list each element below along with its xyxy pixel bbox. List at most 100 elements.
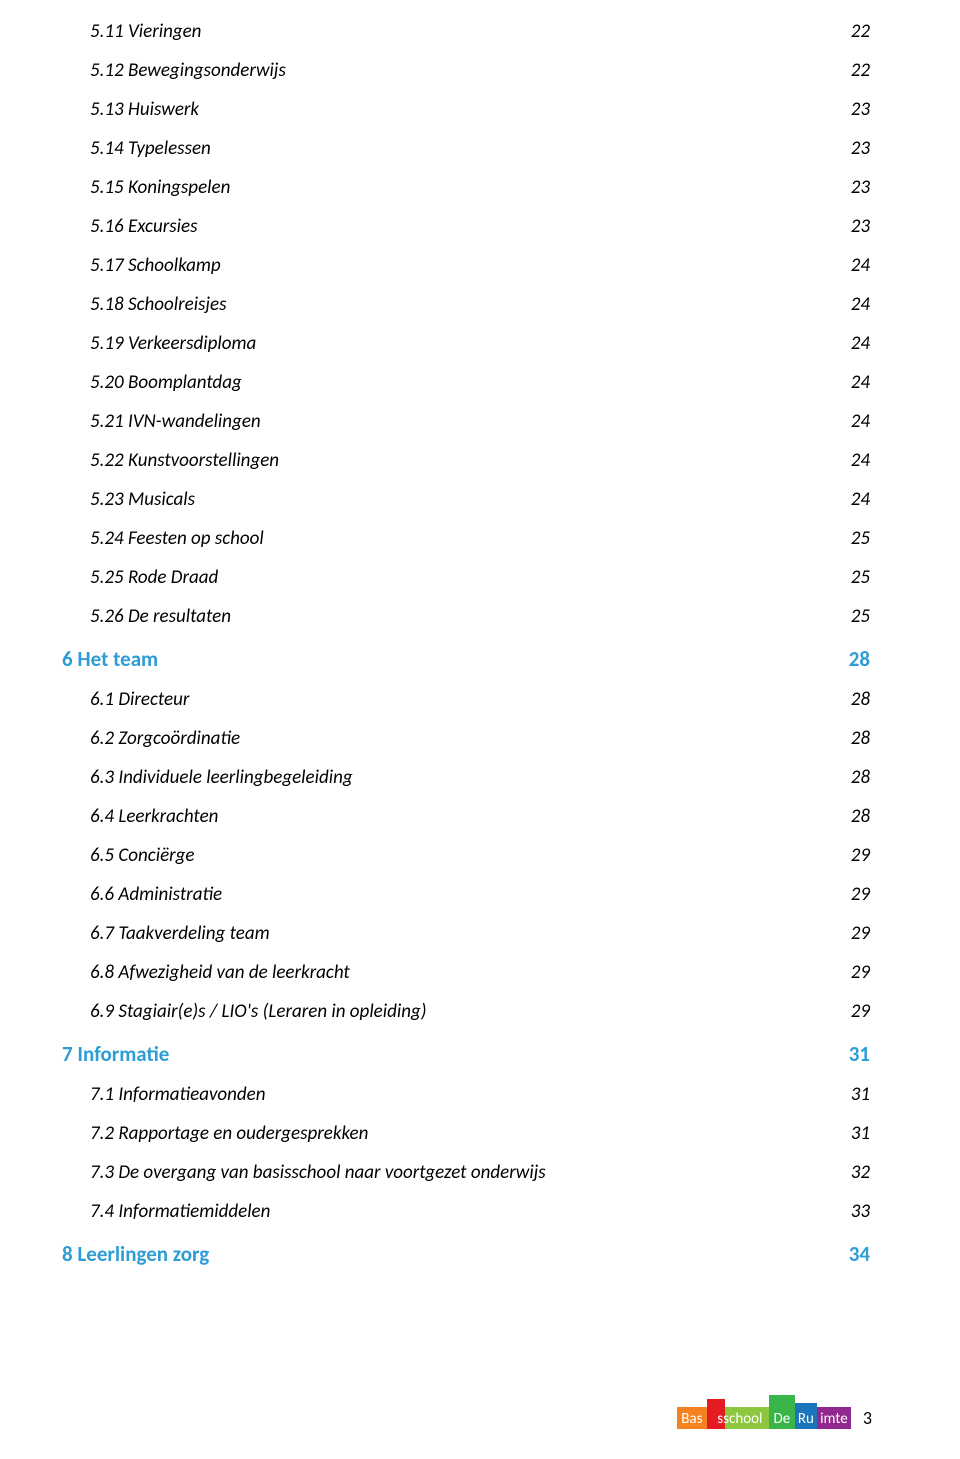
toc-row: 6.4 Leerkrachten 28 <box>90 805 870 828</box>
toc-item-label: 5.12 Bewegingsonderwijs <box>90 59 286 82</box>
toc-item-page: 23 <box>851 137 870 160</box>
toc-row: 5.21 IVN-wandelingen 24 <box>90 410 870 433</box>
toc-row: 5.16 Excursies 23 <box>90 215 870 238</box>
toc-item-label: 5.15 Koningspelen <box>90 176 230 199</box>
toc-item-page: 24 <box>851 488 870 511</box>
toc-item-page: 31 <box>851 1122 870 1145</box>
toc-item-page: 28 <box>851 766 870 789</box>
toc-row: 6.5 Conciërge 29 <box>90 844 870 867</box>
toc-row: 5.14 Typelessen 23 <box>90 137 870 160</box>
logo-block-3: sschool <box>725 1407 769 1429</box>
toc-item-page: 28 <box>851 727 870 750</box>
toc-row: 5.19 Verkeersdiploma 24 <box>90 332 870 355</box>
toc-item-page: 29 <box>851 844 870 867</box>
toc-row: 5.26 De resultaten 25 <box>90 605 870 628</box>
toc-item-label: 6.5 Conciërge <box>90 844 195 867</box>
toc-item-page: 29 <box>851 883 870 906</box>
toc-row: 6.6 Administratie 29 <box>90 883 870 906</box>
toc-item-page: 25 <box>851 605 870 628</box>
section-heading-page: 28 <box>849 646 870 672</box>
toc-row: 6.1 Directeur 28 <box>90 688 870 711</box>
toc-item-label: 6.3 Individuele leerlingbegeleiding <box>90 766 353 789</box>
section-heading-label: 7 Informatie <box>62 1041 169 1067</box>
toc-item-label: 5.19 Verkeersdiploma <box>90 332 256 355</box>
toc-item-label: 5.23 Musicals <box>90 488 195 511</box>
toc-section-heading: 8 Leerlingen zorg 34 <box>62 1241 870 1267</box>
toc-row: 5.13 Huiswerk23 <box>90 98 870 121</box>
toc-row: 6.7 Taakverdeling team 29 <box>90 922 870 945</box>
toc-item-page: 24 <box>851 332 870 355</box>
toc-row: 7.4 Informatiemiddelen 33 <box>90 1200 870 1223</box>
toc-item-label: 5.14 Typelessen <box>90 137 211 160</box>
toc-row: 7.3 De overgang van basisschool naar voo… <box>90 1161 870 1184</box>
toc-item-label: 5.22 Kunstvoorstellingen <box>90 449 279 472</box>
toc-item-label: 6.9 Stagiair(e)s / LIO's (Leraren in opl… <box>90 1000 427 1023</box>
toc-item-page: 33 <box>851 1200 870 1223</box>
toc-item-label: 5.24 Feesten op school <box>90 527 264 550</box>
toc-item-page: 23 <box>851 215 870 238</box>
toc-row: 7.2 Rapportage en oudergesprekken31 <box>90 1122 870 1145</box>
toc-item-label: 6.8 Afwezigheid van de leerkracht <box>90 961 350 984</box>
toc-row: 5.18 Schoolreisjes 24 <box>90 293 870 316</box>
toc-item-page: 25 <box>851 527 870 550</box>
toc-item-label: 5.21 IVN-wandelingen <box>90 410 261 433</box>
toc-row: 6.9 Stagiair(e)s / LIO's (Leraren in opl… <box>90 1000 870 1023</box>
toc-item-label: 6.2 Zorgcoördinatie <box>90 727 240 750</box>
section-heading-label: 8 Leerlingen zorg <box>62 1241 209 1267</box>
toc-row: 5.22 Kunstvoorstellingen 24 <box>90 449 870 472</box>
logo: Bas sschool De Ru imte <box>677 1389 851 1429</box>
toc-item-label: 7.3 De overgang van basisschool naar voo… <box>90 1161 546 1184</box>
toc-item-label: 7.4 Informatiemiddelen <box>90 1200 270 1223</box>
toc-item-label: 6.6 Administratie <box>90 883 222 906</box>
toc-row: 7.1 Informatieavonden 31 <box>90 1083 870 1106</box>
toc-row: 5.15 Koningspelen 23 <box>90 176 870 199</box>
page-number: 3 <box>863 1407 872 1429</box>
toc-item-page: 24 <box>851 449 870 472</box>
toc-container: 5.11 Vieringen 22 5.12 Bewegingsonderwijs 2… <box>90 20 870 1267</box>
toc-item-page: 29 <box>851 922 870 945</box>
toc-row: 5.12 Bewegingsonderwijs 22 <box>90 59 870 82</box>
toc-item-label: 5.18 Schoolreisjes <box>90 293 226 316</box>
toc-item-label: 6.1 Directeur <box>90 688 189 711</box>
toc-item-page: 24 <box>851 410 870 433</box>
toc-item-page: 23 <box>851 98 870 121</box>
toc-item-page: 28 <box>851 805 870 828</box>
section-heading-label: 6 Het team <box>62 646 158 672</box>
toc-item-label: 5.17 Schoolkamp <box>90 254 221 277</box>
toc-row: 6.2 Zorgcoördinatie 28 <box>90 727 870 750</box>
toc-item-label: 5.26 De resultaten <box>90 605 231 628</box>
toc-item-page: 23 <box>851 176 870 199</box>
toc-item-page: 31 <box>851 1083 870 1106</box>
toc-row: 5.20 Boomplantdag 24 <box>90 371 870 394</box>
toc-item-page: 22 <box>851 20 870 43</box>
toc-section-heading: 7 Informatie 31 <box>62 1041 870 1067</box>
toc-item-label: 5.11 Vieringen <box>90 20 201 43</box>
toc-item-label: 5.25 Rode Draad <box>90 566 218 589</box>
toc-item-page: 24 <box>851 254 870 277</box>
toc-item-page: 24 <box>851 293 870 316</box>
toc-item-page: 22 <box>851 59 870 82</box>
toc-item-page: 29 <box>851 1000 870 1023</box>
logo-block-1: Bas <box>677 1407 707 1429</box>
toc-row: 6.8 Afwezigheid van de leerkracht 29 <box>90 961 870 984</box>
toc-row: 5.23 Musicals 24 <box>90 488 870 511</box>
logo-block-4: De <box>769 1395 795 1429</box>
toc-item-label: 7.1 Informatieavonden <box>90 1083 265 1106</box>
toc-item-label: 5.20 Boomplantdag <box>90 371 242 394</box>
toc-item-label: 5.16 Excursies <box>90 215 197 238</box>
toc-row: 5.11 Vieringen 22 <box>90 20 870 43</box>
toc-section-heading: 6 Het team 28 <box>62 646 870 672</box>
toc-item-page: 29 <box>851 961 870 984</box>
toc-row: 5.17 Schoolkamp 24 <box>90 254 870 277</box>
toc-item-page: 32 <box>851 1161 870 1184</box>
toc-row: 6.3 Individuele leerlingbegeleiding 28 <box>90 766 870 789</box>
section-heading-page: 34 <box>849 1241 870 1267</box>
toc-item-page: 24 <box>851 371 870 394</box>
toc-row: 5.24 Feesten op school 25 <box>90 527 870 550</box>
toc-item-page: 28 <box>851 688 870 711</box>
toc-item-label: 6.4 Leerkrachten <box>90 805 218 828</box>
logo-block-6: imte <box>817 1407 851 1429</box>
toc-item-label: 6.7 Taakverdeling team <box>90 922 270 945</box>
section-heading-page: 31 <box>849 1041 870 1067</box>
footer: Bas sschool De Ru imte 3 <box>677 1389 872 1429</box>
